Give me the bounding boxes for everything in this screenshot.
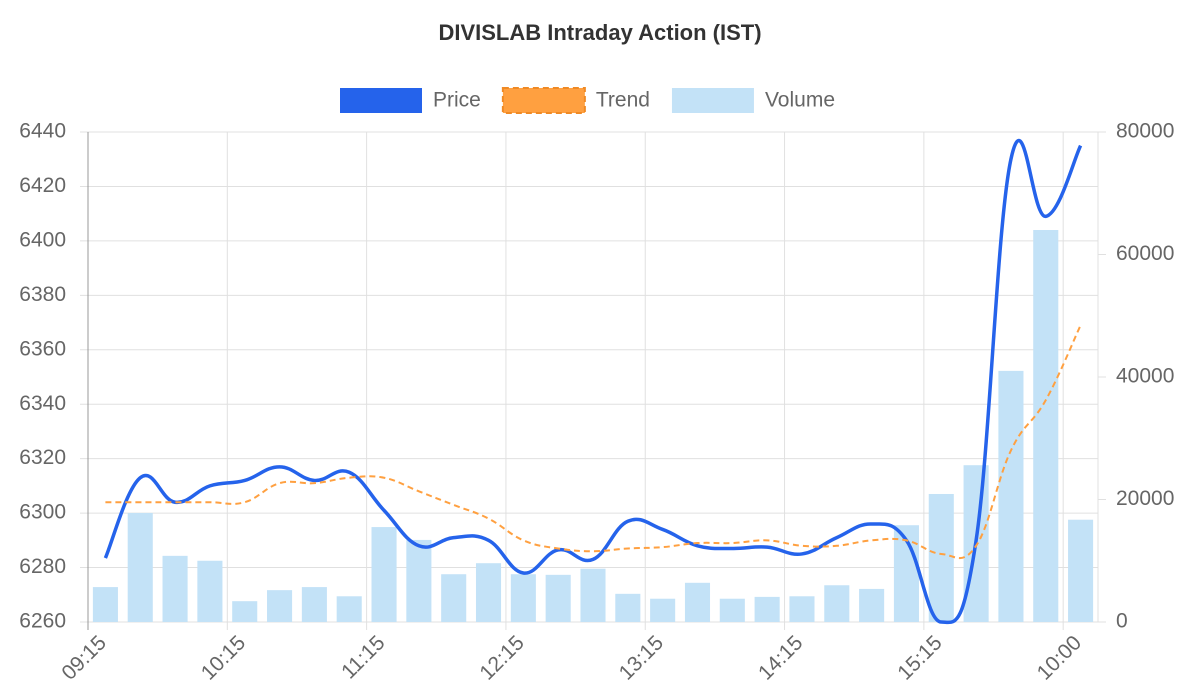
y2-tick-label: 0 [1116,610,1128,633]
trend-line [105,324,1082,560]
y-tick-label: 6360 [19,337,66,360]
y-tick-label: 6340 [19,392,66,415]
y-tick-label: 6300 [19,501,66,524]
chart-title: DIVISLAB Intraday Action (IST) [438,20,761,45]
volume-bar [545,574,571,622]
legend-swatch [340,88,422,113]
x-tick-label: 12:15 [475,631,528,684]
volume-bar [406,539,432,622]
x-tick-label: 14:15 [754,631,807,684]
volume-bar [127,512,153,622]
volume-bar [859,588,885,622]
volume-bar [719,598,745,622]
volume-bar [684,582,711,622]
volume-bar [301,587,327,622]
volume-bar [267,590,293,622]
volume-bar [754,596,780,622]
volume-bar [162,555,188,622]
y-tick-label: 6420 [19,174,66,197]
x-tick-label: 09:15 [57,631,110,684]
volume-bar [789,596,815,622]
x-tick-label: 13:15 [615,631,668,684]
volume-bar [615,593,641,622]
y-tick-label: 6440 [19,120,66,143]
x-tick-label: 10:15 [197,631,250,684]
volume-bar [1033,230,1059,622]
volume-bar [928,493,954,622]
volume-bar [197,560,223,622]
volume-bar [998,370,1024,622]
y-tick-label: 6400 [19,228,66,251]
y-tick-label: 6280 [19,555,66,578]
volume-bar [232,601,258,622]
legend-label: Trend [596,89,650,112]
volume-bar [336,596,362,622]
volume-bar [510,574,536,622]
x-tick-label: 11:15 [337,631,389,683]
volume-bar [824,585,850,622]
y-tick-label: 6380 [19,283,66,306]
volume-bar [580,568,606,622]
volume-bar [650,598,676,622]
y2-tick-label: 40000 [1116,365,1174,388]
y-tick-label: 6320 [19,446,66,469]
volume-bar [475,563,502,622]
volume-bar [441,574,467,622]
x-tick-label: 10:00 [1033,631,1086,684]
legend-swatch [671,88,754,113]
legend-swatch [501,87,586,114]
y2-tick-label: 60000 [1116,242,1174,265]
y2-tick-label: 80000 [1116,120,1174,143]
legend-label: Price [433,89,481,112]
volume-bar [92,587,118,622]
volume-bar [1068,519,1094,622]
volume-bar [371,527,397,622]
price-line [103,138,1083,625]
x-tick-label: 15:15 [893,631,946,684]
y-tick-label: 6260 [19,610,66,633]
legend-label: Volume [765,89,835,112]
y2-tick-label: 20000 [1116,487,1174,510]
